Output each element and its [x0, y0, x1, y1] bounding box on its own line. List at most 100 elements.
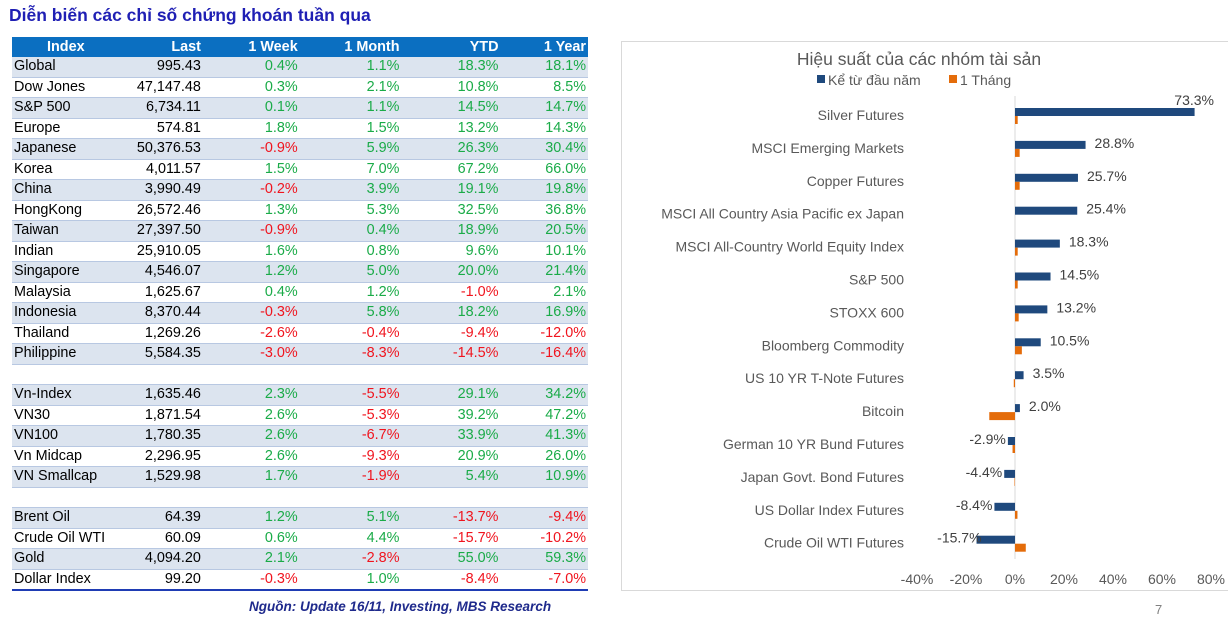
cell-last: 1,780.35 — [119, 425, 203, 447]
cell-last: 27,397.50 — [119, 220, 203, 242]
header-index: Index — [12, 37, 120, 57]
source-note: Nguồn: Update 16/11, Investing, MBS Rese… — [249, 599, 552, 614]
cell-ytd: 18.2% — [401, 302, 501, 324]
cell-index-name: Philippine — [12, 343, 120, 365]
cell-last: 574.81 — [119, 118, 203, 139]
cell-1-week: 2.3% — [202, 384, 300, 406]
category-label: MSCI All Country Asia Pacific ex Japan — [661, 206, 904, 222]
table-row: Global 995.43 0.4% 1.1% 18.3% 18.1% — [12, 57, 588, 78]
cell-ytd: 18.3% — [401, 57, 501, 78]
table-row: S&P 500 6,734.11 0.1% 1.1% 14.5% 14.7% — [12, 97, 588, 119]
cell-1-month: -5.3% — [299, 405, 402, 426]
data-label-ytd: 28.8% — [1095, 135, 1135, 151]
header-1-week: 1 Week — [202, 37, 300, 57]
page-number: 7 — [1155, 602, 1163, 617]
page-title: Diễn biến các chỉ số chứng khoán tuần qu… — [9, 5, 371, 25]
bar-ytd — [1015, 371, 1024, 380]
bar-1-month — [1013, 379, 1015, 388]
bar-1-month — [1012, 445, 1015, 453]
x-tick-label: -20% — [950, 571, 983, 587]
cell-1-week: 1.7% — [202, 466, 300, 488]
category-label: Bloomberg Commodity — [762, 337, 904, 353]
cell-index-name: VN Smallcap — [12, 466, 120, 488]
cell-1-year: 18.1% — [500, 57, 588, 78]
cell-ytd: -14.5% — [401, 343, 501, 365]
cell-1-week: 1.2% — [202, 507, 300, 529]
cell-last: 25,910.05 — [119, 241, 203, 262]
data-label-ytd: -2.9% — [969, 431, 1006, 447]
cell-1-year: -16.4% — [500, 343, 588, 365]
table-row: Brent Oil 64.39 1.2% 5.1% -13.7% -9.4% — [12, 507, 588, 529]
bar-ytd — [1015, 173, 1078, 182]
bar-1-month — [1015, 116, 1018, 124]
cell-1-week: 2.6% — [202, 446, 300, 467]
data-label-ytd: 25.4% — [1086, 201, 1126, 217]
cell-last: 1,635.46 — [119, 384, 203, 406]
bar-ytd — [1004, 469, 1015, 478]
bar-ytd — [1015, 140, 1086, 149]
bar-ytd — [1007, 437, 1015, 445]
bar-ytd — [1015, 206, 1078, 215]
cell-index-name: Europe — [12, 118, 120, 139]
data-label-ytd: 18.3% — [1069, 234, 1109, 250]
bar-ytd — [1015, 338, 1041, 347]
cell-1-week: 1.2% — [202, 261, 300, 283]
table-row: Indian 25,910.05 1.6% 0.8% 9.6% 10.1% — [12, 241, 588, 262]
x-tick-label: 80% — [1197, 571, 1225, 587]
cell-1-month: -1.9% — [299, 466, 402, 488]
table-row: VN30 1,871.54 2.6% -5.3% 39.2% 47.2% — [12, 405, 588, 426]
cell-last: 3,990.49 — [119, 179, 203, 201]
cell-1-week: 1.5% — [202, 159, 300, 180]
cell-1-week: 0.4% — [202, 57, 300, 78]
cell-last: 1,871.54 — [119, 405, 203, 426]
cell-index-name: Japanese — [12, 138, 120, 160]
cell-index-name: Dollar Index — [12, 569, 120, 591]
cell-1-year: 30.4% — [500, 138, 588, 160]
cell-index-name: Singapore — [12, 261, 120, 283]
cell-ytd: 39.2% — [401, 405, 501, 426]
cell-1-week: 0.1% — [202, 97, 300, 119]
cell-last: 4,094.20 — [119, 548, 203, 570]
cell-1-year: -9.4% — [500, 507, 588, 529]
cell-index-name: Global — [12, 57, 120, 78]
cell-1-week: 1.8% — [202, 118, 300, 139]
category-label: US Dollar Index Futures — [755, 502, 904, 518]
header-1-year: 1 Year — [500, 37, 588, 57]
asset-performance-chart: Hiệu suất của các nhóm tài sản Kể từ đầu … — [621, 41, 1228, 591]
cell-1-month: -9.3% — [299, 446, 402, 467]
cell-1-year: 21.4% — [500, 261, 588, 283]
cell-ytd: 67.2% — [401, 159, 501, 180]
header-ytd: YTD — [401, 37, 501, 57]
cell-1-year: 20.5% — [500, 220, 588, 242]
cell-1-year: 14.3% — [500, 118, 588, 139]
cell-index-name: Taiwan — [12, 220, 120, 242]
bar-ytd — [1015, 239, 1060, 248]
table-row: Crude Oil WTI 60.09 0.6% 4.4% -15.7% -10.2% — [12, 528, 588, 549]
group-spacer-row — [12, 487, 588, 508]
cell-ytd: 20.0% — [401, 261, 501, 283]
cell-ytd: 5.4% — [401, 466, 501, 488]
cell-ytd: -8.4% — [401, 569, 501, 591]
bar-1-month — [1015, 148, 1020, 157]
index-table: Index Last 1 Week 1 Month YTD 1 Year Glo… — [12, 37, 588, 591]
bar-ytd — [994, 502, 1015, 511]
cell-1-year: 19.8% — [500, 179, 588, 201]
table-row: Japanese 50,376.53 -0.9% 5.9% 26.3% 30.4% — [12, 138, 588, 160]
cell-last: 50,376.53 — [119, 138, 203, 160]
data-label-ytd: -15.7% — [937, 530, 981, 546]
bar-1-month — [1015, 510, 1018, 519]
cell-1-month: 5.8% — [299, 302, 402, 324]
cell-1-month: 5.0% — [299, 261, 402, 283]
cell-ytd: 55.0% — [401, 548, 501, 570]
cell-1-year: 10.1% — [500, 241, 588, 262]
cell-index-name: Thailand — [12, 323, 120, 344]
table-row: Dow Jones 47,147.48 0.3% 2.1% 10.8% 8.5% — [12, 77, 588, 98]
bar-1-month — [1015, 247, 1018, 256]
cell-1-month: -6.7% — [299, 425, 402, 447]
cell-index-name: VN30 — [12, 405, 120, 426]
cell-index-name: Vn Midcap — [12, 446, 120, 467]
cell-last: 26,572.46 — [119, 200, 203, 221]
bar-1-month — [1015, 346, 1022, 355]
cell-index-name: Indonesia — [12, 302, 120, 324]
category-label: Copper Futures — [807, 173, 904, 189]
